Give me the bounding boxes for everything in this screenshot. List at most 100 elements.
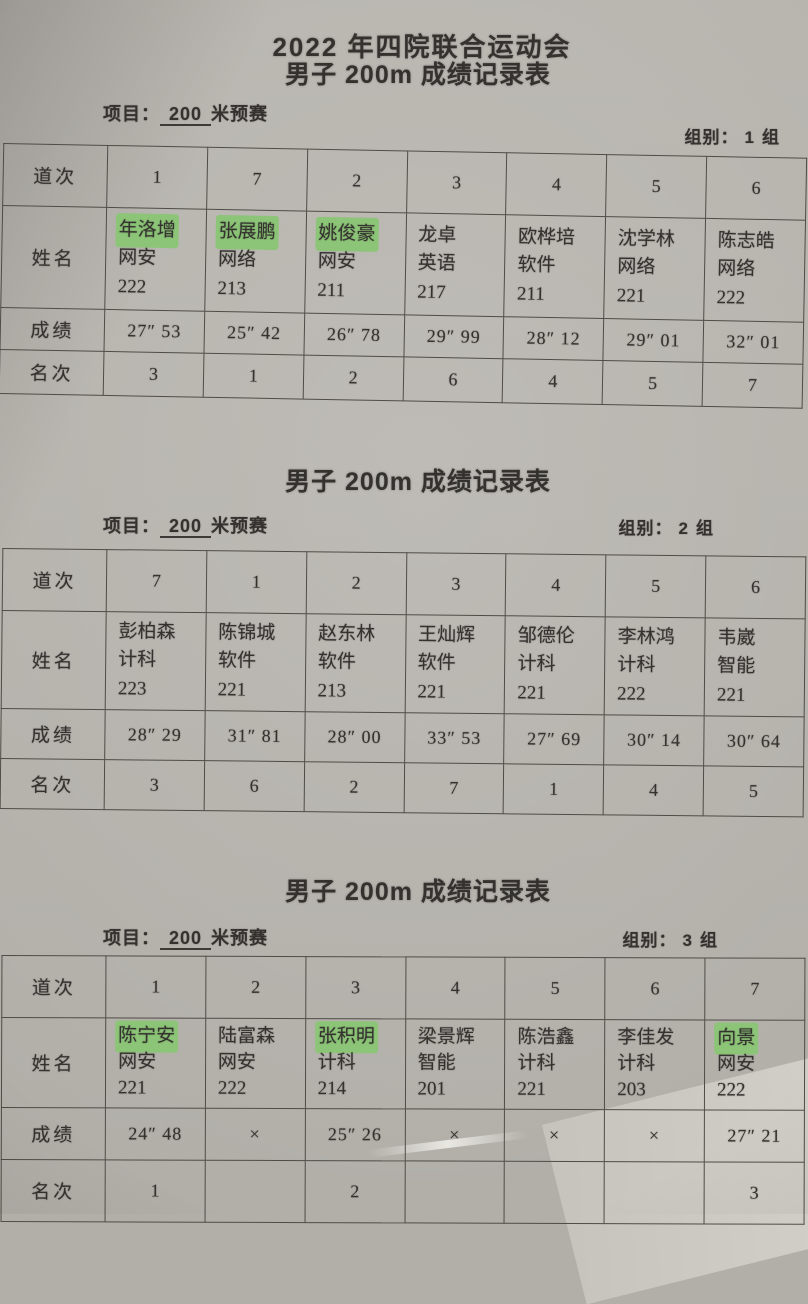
event-distance: 200: [160, 516, 212, 538]
athlete-dept: 软件: [317, 651, 357, 673]
row-label-lane: 道次: [2, 143, 108, 208]
lane-row: 道次 7 1 2 3 4 5 6: [2, 548, 806, 619]
athlete-name: 陈浩鑫: [517, 1026, 575, 1049]
event-distance: 200: [160, 104, 212, 126]
athlete-cell: 邹德伦 计科 221: [504, 615, 606, 715]
rank-cell: 4: [502, 358, 604, 405]
lane-cell: 1: [105, 955, 206, 1019]
group-suffix: 组: [700, 931, 718, 950]
photo-background: [0, 0, 808, 1214]
athlete-dept: 计科: [517, 1053, 556, 1075]
athlete-name: 韦崴: [717, 627, 756, 649]
lane-cell: 4: [505, 553, 607, 617]
row-label-lane: 道次: [2, 548, 107, 612]
lane-cell: 3: [305, 956, 406, 1019]
group-suffix: 组: [696, 519, 714, 538]
rank-row: 名次 1 2 3: [1, 1159, 805, 1224]
row-label-name: 姓名: [0, 205, 107, 310]
name-row: 姓名 年洛增 网安 222 张展鹏 网络 213 姚俊豪 网安 211 龙卓 英…: [0, 205, 806, 323]
lane-cell: 2: [305, 551, 407, 615]
score-cell: 26″ 78: [303, 313, 405, 357]
athlete-cell: 龙卓 英语 217: [404, 212, 506, 317]
athlete-cell: 陈宁安 网安 221: [105, 1017, 206, 1108]
lane-cell: 7: [106, 549, 207, 613]
athlete-cell: 王灿辉 软件 221: [404, 614, 506, 714]
score-cell: 31″ 81: [204, 710, 305, 762]
rank-cell: 7: [702, 362, 803, 409]
athlete-cell: 张积明 计科 214: [305, 1018, 406, 1109]
athlete-name: 陈志皓: [717, 229, 775, 252]
lane-cell: 6: [705, 156, 807, 221]
athlete-name: 年洛增: [118, 215, 176, 246]
athlete-class: 211: [317, 279, 346, 302]
athlete-cell: 梁景辉 智能 201: [404, 1018, 506, 1109]
event-label: 项目：: [103, 516, 160, 536]
table-wrapper: 道次 7 1 2 3 4 5 6 姓名 彭柏森 计科 223 陈锦城 软件 22…: [0, 548, 806, 817]
group-number: 2: [678, 519, 689, 538]
athlete-name: 彭柏森: [118, 620, 176, 643]
group-label: 组别：: [684, 128, 739, 147]
score-cell: 28″ 29: [104, 709, 206, 761]
section-subtitle: 男子 200m 成绩记录表: [285, 468, 551, 496]
row-label-score: 成绩: [0, 708, 106, 760]
table-wrapper: 道次 1 7 2 3 4 5 6 姓名 年洛增 网安 222 张展鹏 网络 21…: [0, 143, 807, 409]
athlete-name: 赵东林: [318, 623, 376, 645]
group-label: 组别：: [618, 519, 673, 538]
athlete-cell: 赵东林 软件 213: [304, 613, 406, 713]
athlete-class: 223: [117, 677, 147, 700]
section-group-3: 男子 200m 成绩记录表 项目： 200 米预赛 组别： 3 组 道次 1 2 3 4…: [0, 872, 808, 1224]
lane-cell: 3: [406, 150, 508, 215]
event-line: 项目： 200 米预赛: [103, 100, 268, 126]
athlete-class: 201: [417, 1078, 447, 1100]
athlete-name: 欧桦培: [517, 226, 576, 249]
score-cell: ×: [604, 1109, 705, 1162]
athlete-cell: 欧桦培 软件 211: [504, 214, 606, 319]
athlete-cell: 向景 网安 222: [704, 1019, 805, 1110]
results-table-group-1: 道次 1 7 2 3 4 5 6 姓名 年洛增 网安 222 张展鹏 网络 21…: [0, 143, 807, 409]
rank-cell: 1: [503, 763, 604, 815]
athlete-class: 221: [517, 682, 546, 704]
lane-cell: 1: [106, 145, 208, 210]
rank-cell: 3: [104, 759, 205, 811]
rank-cell: 2: [302, 355, 404, 401]
athlete-dept: 网络: [617, 256, 656, 279]
athlete-name: 王灿辉: [417, 624, 476, 646]
lane-cell: 4: [505, 152, 607, 217]
athlete-cell: 陆富森 网安 222: [205, 1018, 306, 1109]
rank-cell: 4: [603, 764, 704, 816]
athlete-cell: 陈锦城 软件 221: [205, 612, 306, 712]
lane-cell: 5: [605, 554, 706, 618]
rank-cell: 6: [203, 760, 305, 812]
athlete-dept: 网安: [317, 251, 357, 273]
group-label: 组别：: [622, 931, 677, 950]
score-cell: 28″ 00: [304, 711, 405, 763]
athlete-class: 222: [616, 683, 646, 705]
row-label-rank: 名次: [0, 758, 105, 810]
rank-cell: [604, 1161, 705, 1224]
event-distance: 200: [160, 928, 212, 950]
section-group-1: 男子 200m 成绩记录表 项目： 200 米预赛 组别： 1 组 道次 1 7 2 3…: [0, 55, 808, 409]
table-meta: 项目： 200 米预赛 组别： 3 组: [0, 904, 808, 955]
athlete-dept: 网安: [118, 247, 157, 270]
score-row: 成绩 28″ 29 31″ 81 28″ 00 33″ 53 27″ 69 30…: [0, 708, 805, 767]
rank-cell: 3: [103, 351, 204, 398]
lane-row: 道次 1 2 3 4 5 6 7: [1, 955, 805, 1021]
athlete-cell: 沈学林 网络 221: [603, 216, 706, 321]
athlete-dept: 网安: [217, 1051, 256, 1074]
athlete-dept: 智能: [417, 1052, 456, 1074]
athlete-class: 221: [716, 684, 746, 706]
athlete-cell: 张展鹏 网络 213: [204, 209, 307, 314]
athlete-cell: 李林鸿 计科 222: [604, 616, 706, 716]
athlete-dept: 网安: [118, 1051, 157, 1073]
results-table-group-3: 道次 1 2 3 4 5 6 7 姓名 陈宁安 网安 221 陆富森 网安 22…: [1, 955, 806, 1224]
athlete-class: 217: [416, 281, 446, 303]
athlete-name: 李林鸿: [617, 626, 675, 648]
athlete-name: 龙卓: [418, 224, 457, 247]
score-cell: 24″ 48: [105, 1107, 206, 1160]
lane-cell: 7: [206, 147, 308, 212]
group-line: 组别： 3 组: [623, 926, 718, 951]
document-title: 2022 年四院联合运动会: [272, 32, 572, 63]
table-meta: 项目： 200 米预赛 组别： 2 组: [0, 494, 808, 548]
score-cell: 29″ 01: [603, 318, 704, 363]
score-cell: 30″ 64: [703, 715, 805, 767]
